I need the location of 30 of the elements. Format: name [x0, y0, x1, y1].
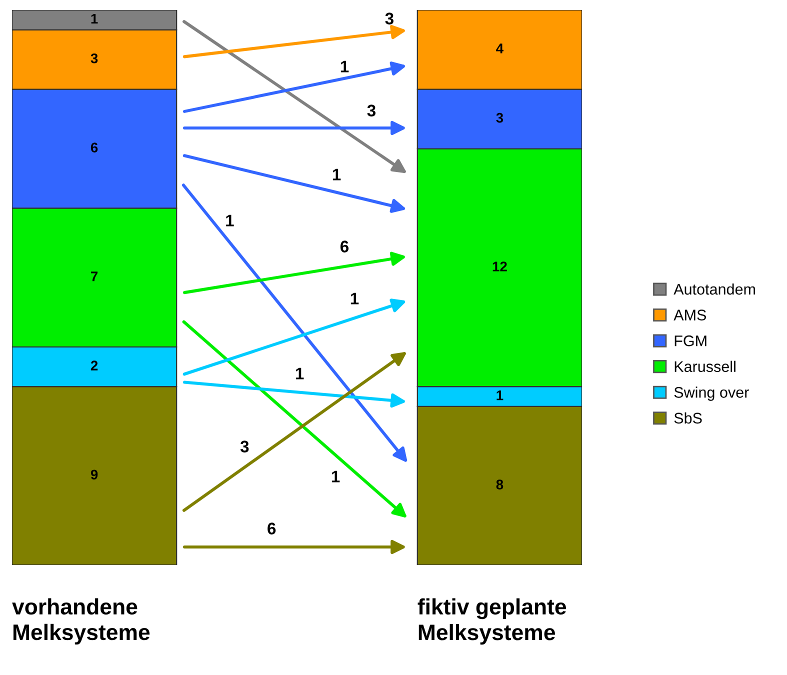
data-label: 7 — [91, 272, 98, 282]
annotation: 3 — [367, 104, 376, 116]
annotation: 1 — [350, 292, 359, 304]
legend-label: FGM — [674, 335, 706, 346]
annotation: 6 — [340, 240, 349, 252]
data-label: 1 — [91, 14, 98, 24]
data-label: 6 — [90, 142, 98, 152]
legend-label: SbS — [674, 412, 702, 424]
legend-label: Karussell — [674, 360, 736, 372]
data-label: 12 — [492, 262, 507, 272]
data-label: 2 — [90, 360, 98, 370]
annotation: 1 — [332, 470, 340, 482]
data-label: 1 — [496, 390, 504, 400]
data-label: 3 — [90, 53, 98, 64]
x-tick-label: fiktiv geplante Melksysteme — [418, 598, 566, 645]
annotation: 3 — [240, 440, 249, 452]
data-label: 9 — [90, 470, 98, 480]
data-label: 8 — [496, 480, 504, 490]
annotation: 6 — [268, 522, 276, 534]
legend-label: AMS — [674, 310, 706, 320]
annotation: 1 — [332, 168, 341, 180]
annotation: 1 — [340, 60, 349, 72]
legend-label: Swing over — [674, 386, 749, 401]
x-tick-label: vorhandene Melksysteme — [12, 598, 150, 645]
annotation: 3 — [385, 12, 394, 24]
annotation: 1 — [226, 214, 234, 226]
annotation: 1 — [296, 368, 304, 380]
legend-label: Autotandem — [674, 283, 755, 295]
data-label: 3 — [496, 112, 504, 123]
data-label: 4 — [496, 44, 504, 54]
